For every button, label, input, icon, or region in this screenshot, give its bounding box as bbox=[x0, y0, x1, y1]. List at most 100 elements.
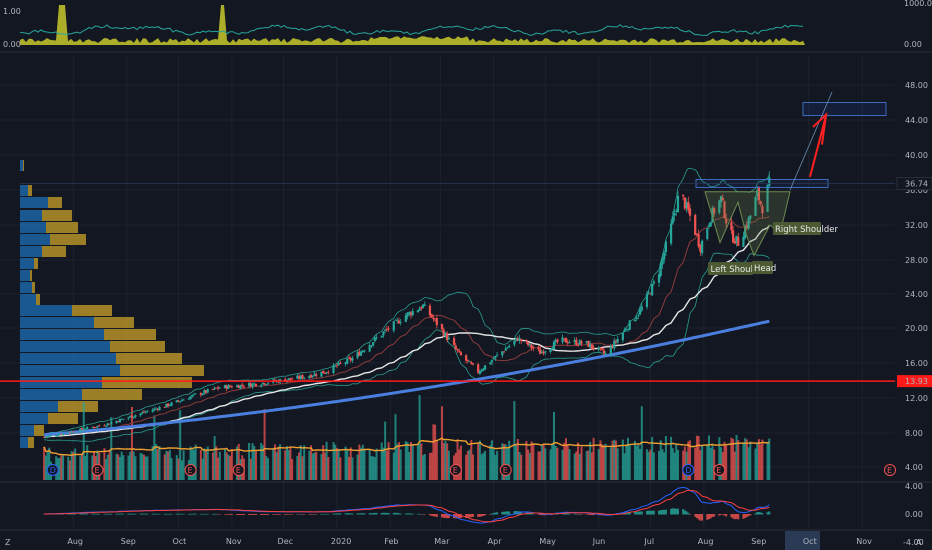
macd-hist-bar-161 bbox=[430, 514, 433, 516]
volume-bar-143 bbox=[385, 450, 388, 480]
macd-hist-bar-289 bbox=[737, 514, 740, 520]
candle-body-266 bbox=[683, 197, 686, 209]
macd-hist-bar-248 bbox=[639, 511, 642, 515]
candle-body-110 bbox=[308, 376, 311, 379]
candle-body-81 bbox=[237, 385, 240, 389]
candle-body-167 bbox=[444, 332, 447, 336]
candle-body-190 bbox=[501, 351, 504, 356]
volume-profile-right-18 bbox=[82, 389, 142, 400]
macd-hist-bar-92 bbox=[263, 514, 266, 515]
volume-bar-25 bbox=[103, 448, 106, 480]
price-label-0: 48.00 bbox=[905, 81, 928, 90]
macd-hist-bar-217 bbox=[565, 513, 568, 515]
time-axis[interactable]: Aug Sep Oct Nov Dec 2020 Feb Mar Apr May Jun Jul Aug… bbox=[67, 537, 872, 546]
volume-bar-98 bbox=[277, 446, 280, 480]
volume-bar-9 bbox=[62, 455, 65, 480]
settings-corner-icon[interactable]: Z bbox=[5, 538, 11, 547]
volume-bar-139 bbox=[375, 448, 378, 480]
volume-bar-245 bbox=[633, 440, 636, 480]
volume-profile-left-1 bbox=[20, 185, 28, 196]
macd-hist-bar-121 bbox=[334, 513, 337, 515]
volume-bar-195 bbox=[513, 401, 516, 480]
price-axis[interactable]: 48.00 44.00 40.00 36.00 32.00 28.00 24.00 20.00… bbox=[905, 81, 928, 472]
volume-bar-107 bbox=[299, 445, 302, 480]
macd-hist-bar-57 bbox=[179, 513, 182, 515]
volume-bar-102 bbox=[287, 449, 290, 480]
volume-profile-right-15 bbox=[116, 353, 182, 364]
volume-profile-right-1 bbox=[28, 185, 32, 196]
right-shoulder-label[interactable]: Right Shoulder bbox=[773, 222, 838, 235]
macd-hist-bar-34 bbox=[122, 513, 125, 515]
event-marker-label-6: D bbox=[685, 466, 691, 475]
volume-bar-255 bbox=[658, 450, 661, 480]
event-marker-label-5: E bbox=[503, 466, 508, 475]
macd-hist-bar-18 bbox=[84, 513, 87, 515]
candle-body-130 bbox=[356, 352, 359, 358]
macd-hist-bar-256 bbox=[659, 510, 662, 515]
volume-bar-106 bbox=[298, 452, 301, 480]
macd-hist-bar-147 bbox=[396, 512, 399, 515]
volume-bar-151 bbox=[406, 442, 409, 480]
macd-hist-bar-195 bbox=[513, 511, 516, 515]
macd-hist-bar-21 bbox=[93, 513, 96, 515]
volume-bar-145 bbox=[392, 452, 395, 480]
macd-hist-bar-224 bbox=[580, 514, 583, 515]
auto-scale-icon[interactable]: A bbox=[916, 538, 922, 547]
macd-hist-bar-33 bbox=[120, 513, 123, 515]
candle-body-292 bbox=[745, 225, 748, 228]
macd-hist-bar-280 bbox=[718, 514, 721, 516]
candle-body-126 bbox=[346, 358, 349, 364]
volume-bar-96 bbox=[273, 444, 276, 480]
candle-body-74 bbox=[218, 387, 221, 389]
candle-body-238 bbox=[614, 340, 618, 342]
macd-hist-bar-287 bbox=[733, 514, 736, 520]
candle-body-252 bbox=[649, 293, 652, 295]
candle-body-273 bbox=[699, 245, 702, 252]
target-zone-box[interactable] bbox=[802, 102, 887, 117]
macd-hist-bar-135 bbox=[368, 513, 371, 515]
event-marker-label-4: E bbox=[453, 466, 458, 475]
candle-body-289 bbox=[737, 237, 740, 246]
volume-bar-229 bbox=[592, 437, 595, 480]
macd-hist-bar-273 bbox=[699, 514, 702, 521]
candle-body-168 bbox=[446, 333, 449, 340]
volume-bar-286 bbox=[732, 438, 735, 480]
candle-body-109 bbox=[303, 377, 306, 379]
head-and-shoulders-pattern[interactable] bbox=[704, 191, 791, 257]
volume-bar-94 bbox=[267, 458, 270, 480]
macd-hist-bar-225 bbox=[585, 514, 588, 515]
candle-body-43 bbox=[144, 411, 147, 413]
candle-body-254 bbox=[652, 281, 655, 284]
volume-bar-180 bbox=[477, 442, 480, 480]
current-price-value: 36.74 bbox=[905, 180, 928, 189]
head-label[interactable]: Head bbox=[752, 261, 776, 274]
candle-body-70 bbox=[211, 388, 215, 390]
volume-profile-left-18 bbox=[20, 389, 82, 400]
volume-bar-269 bbox=[689, 440, 692, 480]
macd-hist-bar-39 bbox=[134, 513, 137, 515]
volume-bar-116 bbox=[322, 445, 325, 480]
volume-bar-296 bbox=[756, 442, 759, 480]
price-label-2: 40.00 bbox=[905, 151, 928, 160]
macd-hist-bar-32 bbox=[118, 513, 121, 515]
macd-hist-bar-28 bbox=[108, 513, 111, 515]
left-shoulder-label[interactable]: Left Shoulder bbox=[708, 262, 768, 275]
candle-body-263 bbox=[675, 210, 678, 212]
target-arrow[interactable] bbox=[809, 115, 827, 178]
candle-body-86 bbox=[249, 383, 252, 387]
volume-bar-268 bbox=[687, 441, 690, 480]
volume-profile-left-17 bbox=[20, 377, 102, 388]
macd-hist-bar-189 bbox=[496, 512, 499, 515]
volume-bar-72 bbox=[215, 446, 218, 480]
volume-bar-37 bbox=[130, 406, 133, 480]
volume-bar-27 bbox=[106, 454, 109, 480]
candle-body-18 bbox=[84, 429, 87, 431]
volume-bar-51 bbox=[165, 450, 168, 480]
candle-body-251 bbox=[647, 292, 650, 294]
macd-hist-bar-264 bbox=[676, 508, 679, 515]
candle-body-119 bbox=[327, 372, 330, 373]
macd-hist-bar-288 bbox=[735, 514, 738, 520]
volume-bar-289 bbox=[737, 440, 740, 480]
volume-bar-247 bbox=[637, 444, 640, 480]
